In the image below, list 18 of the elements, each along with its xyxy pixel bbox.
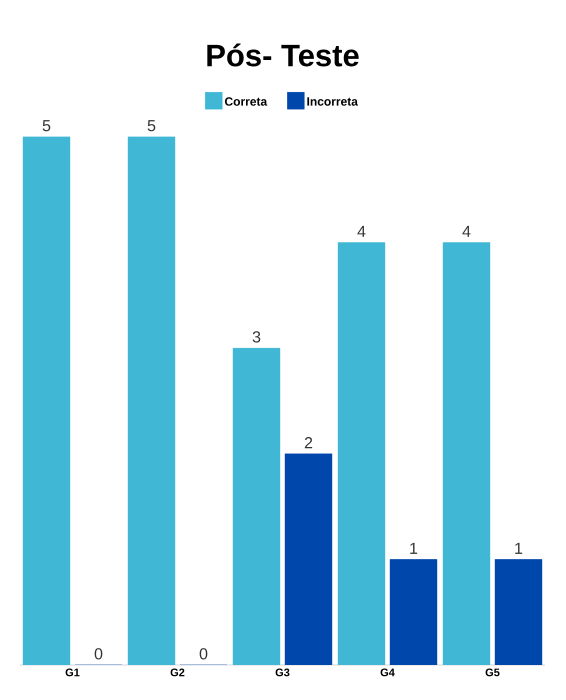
data-label: 3: [252, 331, 260, 343]
chart-title: Pós- Teste: [207, 43, 359, 66]
data-label: 2: [304, 437, 312, 448]
x-tick-label: G1: [66, 668, 80, 676]
data-label: 0: [200, 648, 208, 660]
data-label: 5: [148, 120, 156, 132]
data-label: 1: [515, 542, 522, 554]
legend-label: Incorreta: [307, 97, 358, 106]
x-tick-label: G5: [486, 668, 500, 676]
x-tick-label: G2: [170, 668, 184, 676]
x-tick-label: G3: [276, 668, 290, 676]
data-label: 4: [462, 226, 470, 237]
legend-label: Correta: [224, 97, 268, 106]
data-label: 0: [94, 648, 102, 660]
data-label: 1: [410, 542, 418, 554]
data-label: 4: [357, 226, 366, 237]
data-label: 5: [42, 120, 50, 132]
x-tick-label: G4: [380, 668, 395, 676]
